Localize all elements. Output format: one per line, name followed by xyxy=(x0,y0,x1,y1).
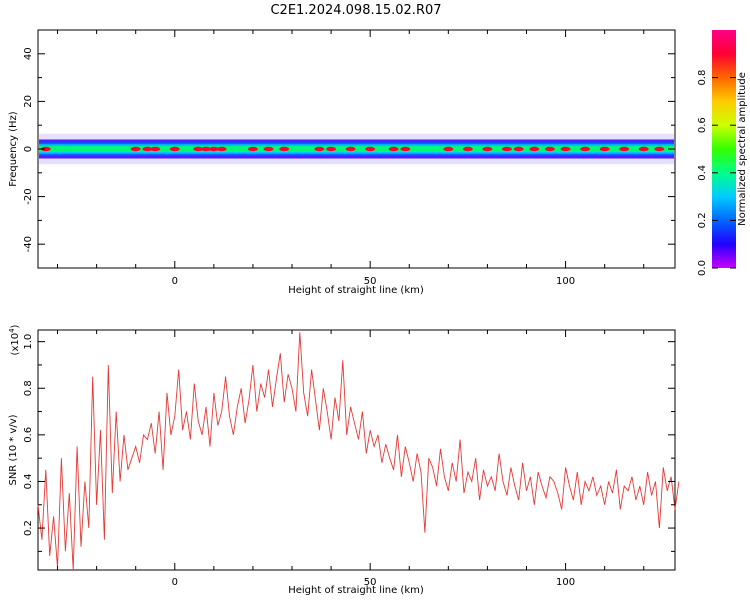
snr-series-line xyxy=(37,332,680,571)
spectrogram-x-axis-label: Height of straight line (km) xyxy=(288,285,424,296)
spectrogram-x-tick-label: 0 xyxy=(172,276,178,287)
snr-y-scale-exponent: 4 xyxy=(8,328,16,333)
colorbar-label: Normalized spectral amplitude xyxy=(737,72,748,226)
snr-x-tick-label: 0 xyxy=(172,577,178,588)
colorbar-ticks: 0.0 0.2 0.4 0.6 0.8 xyxy=(697,70,736,276)
spectral-peak xyxy=(443,146,454,152)
snr-x-ticks: 0 50 100 xyxy=(57,330,645,588)
spectral-peak xyxy=(314,146,325,152)
spectral-peak xyxy=(150,146,161,152)
spectral-peak xyxy=(345,146,356,152)
spectral-peak xyxy=(130,146,141,152)
spectral-peak xyxy=(513,146,524,152)
spectral-peak xyxy=(638,146,649,152)
spectral-peak xyxy=(193,146,204,152)
spectrogram-x-ticks: 0 50 100 xyxy=(57,30,645,287)
snr-y-scale-base: (x10 xyxy=(10,333,21,356)
spectrogram-x-tick-label: 100 xyxy=(556,276,575,287)
spectral-peak xyxy=(654,146,665,152)
spectral-peak xyxy=(279,146,290,152)
spectrogram-y-ticks: -40 -20 0 20 40 xyxy=(23,29,675,269)
snr-x-axis-label: Height of straight line (km) xyxy=(288,585,424,596)
spectral-peak xyxy=(462,146,473,152)
snr-y-scale-label: (x104) xyxy=(8,324,21,355)
colorbar: 0.0 0.2 0.4 0.6 0.8 Normalized spectral ampl… xyxy=(697,30,748,276)
svg-text:(x104): (x104) xyxy=(8,324,21,355)
spectral-band-layer xyxy=(39,146,674,152)
snr-y-tick-label: 0.8 xyxy=(23,380,34,396)
spectrogram-y-tick-label: 40 xyxy=(23,47,34,60)
spectral-peak xyxy=(216,146,227,152)
spectrogram-y-axis-label: Frequency (Hz) xyxy=(8,111,19,187)
snr-y-tick-label: 0.6 xyxy=(23,427,34,443)
spectrogram-y-tick-label: -40 xyxy=(23,236,34,252)
snr-x-tick-label: 50 xyxy=(364,577,377,588)
spectral-peak xyxy=(365,146,376,152)
spectrogram-y-tick-label: 0 xyxy=(23,146,34,152)
spectral-band xyxy=(39,133,674,165)
spectral-peak xyxy=(142,146,153,152)
spectral-peak xyxy=(201,146,212,152)
snr-y-tick-label: 1.0 xyxy=(23,334,34,350)
spectral-peak xyxy=(544,146,555,152)
spectrogram-y-tick-label: 20 xyxy=(23,95,34,108)
spectral-peak xyxy=(263,146,274,152)
spectral-peak xyxy=(529,146,540,152)
spectral-peak xyxy=(388,146,399,152)
spectral-peak xyxy=(40,146,51,152)
snr-x-tick-label: 100 xyxy=(556,577,575,588)
colorbar-tick-label: 0.0 xyxy=(697,260,708,276)
colorbar-gradient xyxy=(712,30,736,268)
spectrogram-y-tick-label: -20 xyxy=(23,188,34,204)
spectral-peak xyxy=(599,146,610,152)
snr-y-axis-label: SNR (10 * v/v) xyxy=(8,414,19,485)
spectral-peak xyxy=(482,146,493,152)
figure-title: C2E1.2024.098.15.02.R07 xyxy=(270,3,441,18)
spectral-peak xyxy=(580,146,591,152)
spectral-peak xyxy=(619,146,630,152)
colorbar-tick-label: 0.8 xyxy=(697,70,708,86)
snr-panel: 0 50 100 0.2 0.4 0.6 0.8 1.0 Height of straigh… xyxy=(8,324,680,596)
colorbar-tick-label: 0.4 xyxy=(697,165,708,181)
spectral-peak xyxy=(169,146,180,152)
snr-y-tick-label: 0.4 xyxy=(23,474,34,490)
spectral-peak xyxy=(400,146,411,152)
snr-y-ticks: 0.2 0.4 0.6 0.8 1.0 xyxy=(23,334,675,552)
spectrogram-panel: 0 50 100 -40 -20 0 20 40 Height of straight li… xyxy=(8,29,676,296)
spectral-peak xyxy=(326,146,337,152)
colorbar-tick-label: 0.6 xyxy=(697,117,708,133)
colorbar-tick-label: 0.2 xyxy=(697,212,708,228)
spectrogram-x-tick-label: 50 xyxy=(364,276,377,287)
spectral-peak xyxy=(208,146,219,152)
spectral-peak xyxy=(560,146,571,152)
snr-y-tick-label: 0.2 xyxy=(23,520,34,536)
spectral-peak xyxy=(247,146,258,152)
spectral-peak xyxy=(501,146,512,152)
snr-axes-frame xyxy=(37,329,676,571)
